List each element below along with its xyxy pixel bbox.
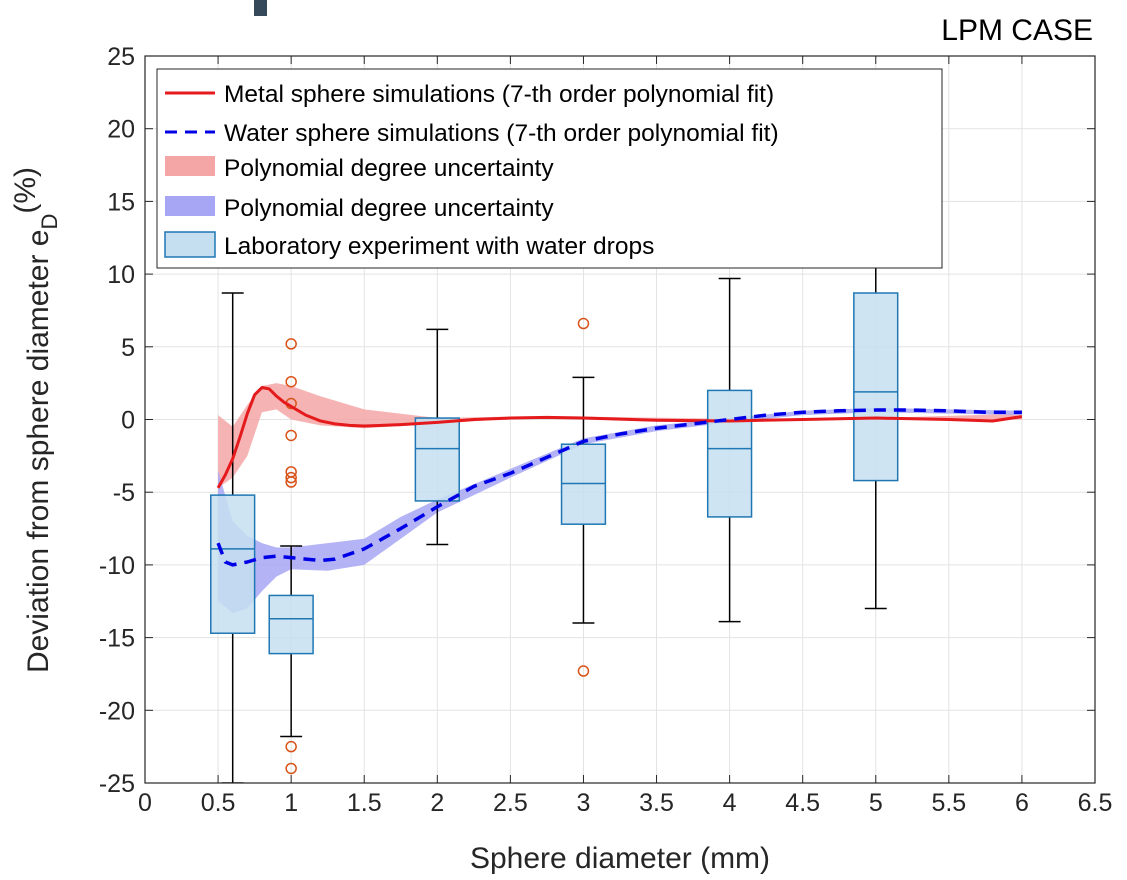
y-tick-label: -10 bbox=[99, 552, 135, 580]
chart-title: LPM CASE bbox=[941, 14, 1093, 47]
boxplot-outlier bbox=[285, 762, 297, 775]
x-tick-label: 2.5 bbox=[493, 789, 528, 817]
x-tick-label: 0.5 bbox=[201, 789, 236, 817]
boxplot-outlier bbox=[285, 471, 297, 484]
boxplot-outlier bbox=[577, 317, 590, 330]
y-axis-label-main: Deviation from sphere diameter e bbox=[22, 230, 55, 674]
boxplot-outlier bbox=[285, 338, 297, 350]
y-tick-label: 25 bbox=[107, 43, 135, 71]
x-tick-label: 4.5 bbox=[785, 789, 820, 817]
y-tick-label: -5 bbox=[113, 479, 135, 507]
y-axis-label-sub: D bbox=[37, 214, 62, 230]
boxplot-box bbox=[853, 292, 899, 482]
y-tick-label: 15 bbox=[107, 188, 135, 216]
simulation-lines bbox=[216, 386, 1023, 567]
x-tick-label: 4 bbox=[723, 789, 737, 817]
uncertainty-bands bbox=[218, 383, 1022, 613]
x-tick-label: 1.5 bbox=[347, 789, 382, 817]
y-tick-label: 0 bbox=[121, 407, 135, 435]
water-simulation-line bbox=[216, 408, 1022, 567]
legend-label-water: Water sphere simulations (7-th order pol… bbox=[224, 120, 779, 147]
boxplot-outlier bbox=[285, 740, 297, 753]
metal-simulation-line bbox=[216, 386, 1023, 489]
y-axis-label-tail: (%) bbox=[9, 167, 42, 214]
legend-swatch-water-band bbox=[165, 196, 215, 216]
x-tick-label: 3.5 bbox=[639, 789, 674, 817]
y-tick-label: 10 bbox=[107, 261, 135, 289]
legend-label-metal-band: Polynomial degree uncertainty bbox=[224, 155, 554, 182]
legend-swatch-boxplot bbox=[164, 231, 216, 258]
metal-uncertainty-band bbox=[218, 383, 1022, 488]
boxplot-outlier bbox=[285, 375, 297, 388]
x-tick-label: 6.5 bbox=[1078, 789, 1113, 817]
boxplots bbox=[210, 258, 899, 783]
x-axis-label: Sphere diameter (mm) bbox=[470, 842, 770, 875]
x-tick-label: 5 bbox=[869, 789, 883, 817]
y-tick-label: -15 bbox=[99, 625, 135, 653]
x-tick-label: 5.5 bbox=[931, 789, 966, 817]
y-tick-label: -20 bbox=[99, 697, 135, 725]
y-tick-label: 20 bbox=[107, 116, 135, 144]
boxplot-outlier bbox=[285, 476, 297, 488]
boxplot-outlier bbox=[577, 665, 590, 677]
tick-labels: 0 0.5 1 1.5 2 2.5 3 3.5 4 4.5 5 5.5 6 6.5 -25 -20 -15 -10… bbox=[99, 43, 1113, 817]
axis-ticks bbox=[144, 55, 1096, 784]
x-tick-label: 6 bbox=[1015, 789, 1029, 817]
x-tick-label: 2 bbox=[430, 789, 444, 817]
boxplot-outlier bbox=[285, 429, 297, 442]
boxplot-box bbox=[706, 389, 753, 518]
y-tick-label: -25 bbox=[99, 770, 135, 798]
legend: Metal sphere simulations (7-th order pol… bbox=[156, 68, 943, 269]
y-axis-label: Deviation from sphere diameter eD(%) bbox=[9, 167, 62, 673]
x-tick-label: 1 bbox=[284, 789, 298, 817]
y-tick-label: 5 bbox=[121, 334, 135, 362]
cropped-marker bbox=[254, 0, 267, 16]
boxplot-box bbox=[268, 594, 314, 655]
legend-swatch-metal-band bbox=[165, 156, 215, 176]
x-tick-label: 0 bbox=[138, 789, 152, 817]
legend-box bbox=[156, 68, 943, 269]
legend-label-boxplot: Laboratory experiment with water drops bbox=[224, 233, 654, 260]
legend-label-metal: Metal sphere simulations (7-th order pol… bbox=[224, 81, 774, 108]
legend-label-water-band: Polynomial degree uncertainty bbox=[224, 195, 554, 222]
boxplot-box bbox=[414, 417, 460, 502]
x-tick-label: 3 bbox=[577, 789, 591, 817]
